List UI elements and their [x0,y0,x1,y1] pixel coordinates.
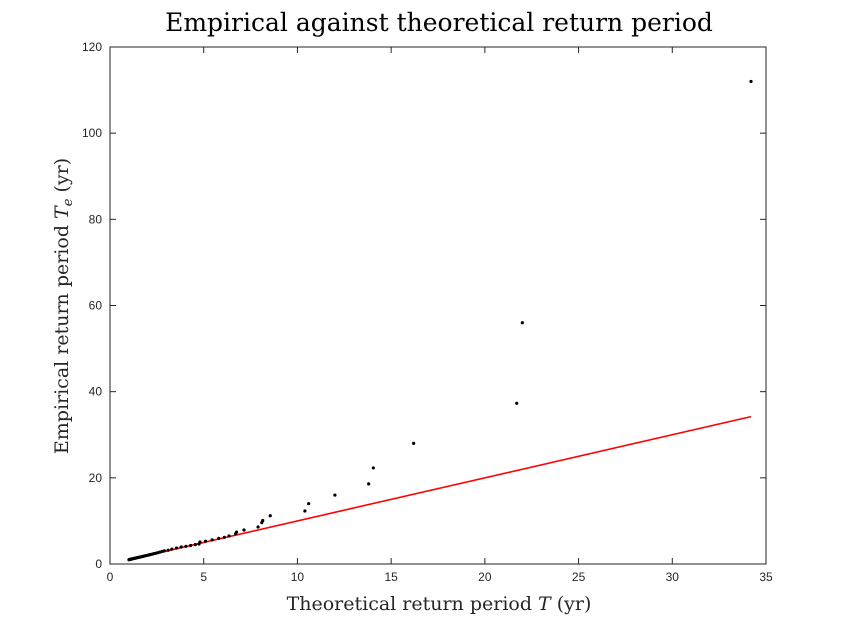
data-point [217,536,221,540]
data-point [222,535,226,539]
data-point [261,518,265,523]
data-point [749,79,753,84]
y-tick-label: 100 [82,126,102,140]
y-tick-label: 120 [82,40,102,54]
plot-area [109,46,767,565]
x-axis-label: Theoretical return period T (yr) [287,593,592,615]
data-point [184,544,188,548]
data-point [234,530,239,534]
data-point [515,401,519,405]
data-point [520,321,524,325]
data-point [166,548,170,552]
y-axis-label: Empirical return period Te (yr) [51,158,76,454]
data-point [367,482,371,486]
y-axis: 0 20 40 60 80 100 120 [82,40,766,571]
data-point [198,540,202,544]
x-tick-label: 0 [107,570,114,584]
reference-line [128,415,752,561]
x-tick-label: 35 [759,570,773,584]
data-point [242,528,246,532]
x-tick-label: 5 [200,570,207,584]
data-point [268,514,272,518]
x-tick-label: 30 [666,570,680,584]
data-point [227,534,231,538]
data-point [179,545,183,549]
data-point [193,543,197,547]
data-point [303,509,307,513]
y-tick-label: 20 [89,471,103,485]
x-tick-label: 25 [572,570,586,584]
data-point [371,466,375,470]
data-point [333,493,337,497]
data-point [412,441,416,445]
data-point [256,525,260,529]
data-point [210,538,214,542]
x-tick-label: 10 [291,570,305,584]
data-point [162,549,166,553]
y-tick-label: 60 [89,299,103,313]
y-tick-label: 40 [89,385,103,399]
data-point [188,543,193,548]
scatter-points [127,79,753,562]
x-axis: 0 5 10 15 20 25 30 35 [107,47,773,584]
x-tick-label: 20 [478,570,492,584]
x-tick-label: 15 [384,570,398,584]
y-tick-label: 80 [89,212,103,226]
data-point [203,539,208,543]
data-point [170,547,174,551]
chart-title: Empirical against theoretical return per… [165,8,713,37]
data-point [174,546,179,550]
data-point [307,502,311,506]
y-tick-label: 0 [95,557,102,571]
